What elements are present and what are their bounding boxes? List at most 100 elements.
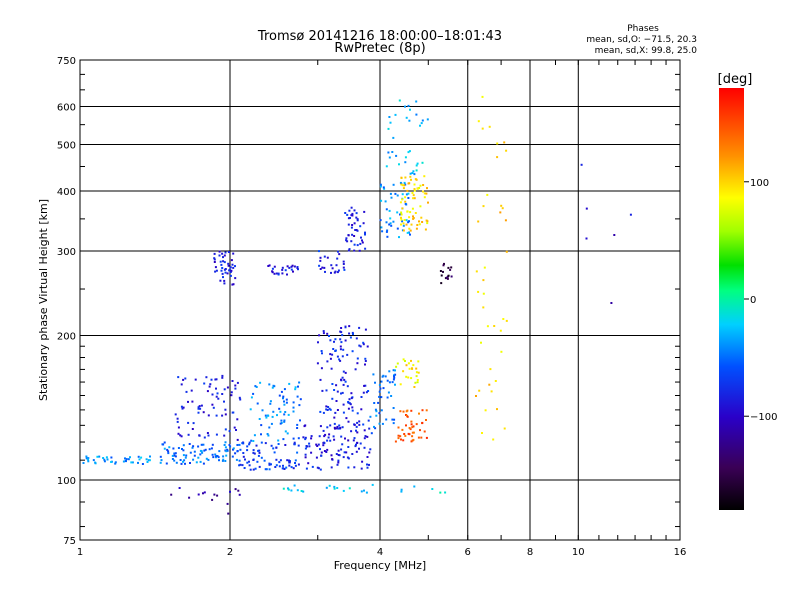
colorbar <box>719 88 744 510</box>
data-point <box>149 455 151 458</box>
data-point <box>236 418 239 421</box>
data-point <box>351 350 354 353</box>
data-point <box>137 455 140 458</box>
data-point <box>401 198 404 201</box>
data-point <box>268 264 271 267</box>
data-point <box>405 116 408 119</box>
data-point <box>360 490 363 493</box>
data-point <box>213 257 216 260</box>
data-point <box>415 423 418 426</box>
data-point <box>294 386 297 389</box>
data-point <box>351 406 354 409</box>
data-point <box>395 154 398 157</box>
data-point <box>344 339 347 342</box>
data-point <box>325 451 328 453</box>
data-point <box>337 459 340 462</box>
data-point <box>396 227 399 230</box>
data-point <box>408 150 411 153</box>
data-point <box>252 449 255 452</box>
data-point <box>402 187 405 190</box>
data-point <box>339 426 342 429</box>
data-point <box>273 265 276 268</box>
data-point <box>405 193 408 196</box>
data-point <box>361 241 364 244</box>
data-point <box>382 186 385 189</box>
data-point <box>344 437 346 440</box>
data-point <box>300 490 303 492</box>
data-point <box>481 432 483 434</box>
data-point <box>380 380 383 383</box>
data-point <box>348 332 351 335</box>
data-point <box>397 426 400 429</box>
data-point <box>407 104 410 107</box>
data-point <box>338 253 341 256</box>
data-point <box>239 448 242 451</box>
data-point <box>356 421 359 424</box>
data-point <box>389 222 392 225</box>
stats-line-x: mean, sd,X: 99.8, 25.0 <box>595 46 698 56</box>
data-point <box>366 435 369 438</box>
data-point <box>182 378 185 381</box>
data-point <box>221 376 224 379</box>
data-point <box>409 211 412 214</box>
data-point <box>124 457 126 460</box>
x-axis-label: Frequency [MHz] <box>334 559 426 572</box>
data-point <box>238 459 241 462</box>
data-point <box>318 264 321 267</box>
data-point <box>380 226 383 229</box>
data-point <box>175 461 178 464</box>
data-point <box>160 459 163 462</box>
data-point <box>349 336 352 339</box>
data-point <box>355 450 358 453</box>
data-point <box>288 266 291 269</box>
data-point <box>229 271 232 273</box>
data-point <box>114 461 117 464</box>
data-point <box>348 209 351 212</box>
data-point <box>386 235 389 238</box>
data-point <box>340 341 343 344</box>
data-point <box>330 454 333 457</box>
data-point <box>394 192 397 195</box>
data-point <box>388 370 391 373</box>
data-point <box>182 444 185 447</box>
data-point <box>167 450 170 453</box>
data-point <box>267 265 270 267</box>
data-point <box>342 263 345 265</box>
data-point <box>204 448 207 451</box>
data-point <box>358 423 361 426</box>
data-point <box>223 279 226 282</box>
data-point <box>391 151 394 153</box>
data-point <box>275 464 278 467</box>
data-point <box>191 400 194 403</box>
data-point <box>346 385 349 388</box>
data-point <box>323 266 326 269</box>
data-point <box>411 431 414 434</box>
data-point <box>176 417 179 420</box>
data-point <box>482 306 485 309</box>
data-point <box>266 433 269 435</box>
data-point <box>264 442 267 445</box>
data-point <box>182 454 185 457</box>
data-point <box>213 252 216 255</box>
x-tick-label: 1 <box>77 547 83 558</box>
data-point <box>211 498 214 501</box>
data-point <box>351 212 354 215</box>
data-point <box>413 189 416 192</box>
data-point <box>343 268 346 271</box>
data-point <box>401 220 404 223</box>
data-point <box>323 442 326 445</box>
data-point <box>333 485 336 488</box>
data-point <box>218 459 220 462</box>
data-point <box>318 250 320 253</box>
data-point <box>323 255 326 258</box>
data-point <box>477 220 480 223</box>
data-point <box>282 487 285 490</box>
data-point <box>505 149 508 152</box>
data-point <box>422 184 425 186</box>
data-point <box>202 411 205 414</box>
data-point <box>87 458 89 461</box>
data-point <box>415 113 418 116</box>
data-point <box>227 262 230 265</box>
data-point <box>326 439 329 442</box>
